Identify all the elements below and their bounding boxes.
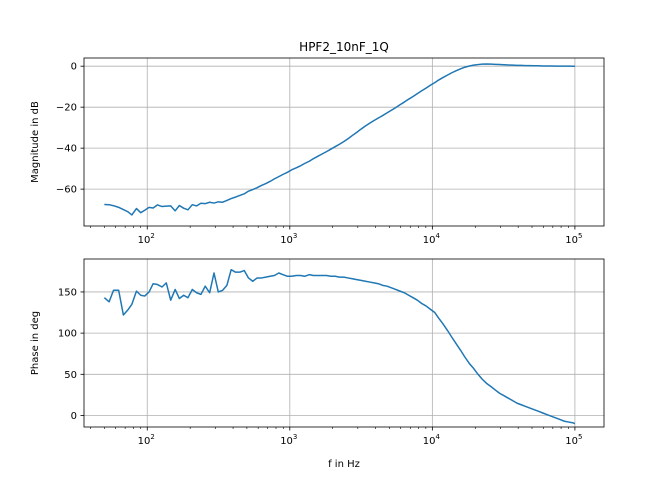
magnitude-grid xyxy=(84,58,604,226)
x-tick-label-exponent: 4 xyxy=(435,232,440,240)
magnitude-y-axis-label: Magnitude in dB xyxy=(30,101,41,183)
phase-y-ticks: 0 50 100 150 xyxy=(58,287,84,422)
x-tick-label-exponent: 4 xyxy=(435,433,440,441)
magnitude-line-group xyxy=(104,63,575,216)
phase-grid xyxy=(84,259,604,427)
phase-y-axis-label: Phase in deg xyxy=(30,311,41,375)
y-tick-label: 100 xyxy=(58,329,77,340)
x-tick-label: 102 xyxy=(138,232,155,246)
phase-axes-frame xyxy=(83,258,605,428)
magnitude-subplot: 102 103 104 105 0−20−40−60 HPF2_10nF_1Q Mag… xyxy=(30,40,605,246)
phase-x-ticks: 102 103 104 105 xyxy=(90,427,583,447)
x-tick-label: 102 xyxy=(138,433,155,447)
y-tick-label: 150 xyxy=(58,287,77,298)
x-tick-label-base: 10 xyxy=(280,235,293,246)
phase-line-group xyxy=(103,268,576,425)
x-tick-label-exponent: 3 xyxy=(293,433,297,441)
x-tick-label: 104 xyxy=(423,232,441,246)
x-tick-label-base: 10 xyxy=(565,235,578,246)
x-tick-label-base: 10 xyxy=(423,235,436,246)
x-tick-label: 103 xyxy=(280,232,297,246)
x-tick-label-base: 10 xyxy=(138,436,151,447)
y-tick-label: 0 xyxy=(71,411,77,422)
x-tick-label: 105 xyxy=(565,232,582,246)
x-tick-label-exponent: 5 xyxy=(578,433,582,441)
y-tick-label: −40 xyxy=(56,144,77,155)
x-tick-label: 103 xyxy=(280,433,297,447)
x-tick-label-exponent: 3 xyxy=(293,232,297,240)
x-tick-label-exponent: 2 xyxy=(150,232,154,240)
chart-title: HPF2_10nF_1Q xyxy=(299,40,389,54)
x-tick-label-exponent: 5 xyxy=(578,232,582,240)
magnitude-axes-frame xyxy=(83,57,605,227)
phase-x-axis-label: f in Hz xyxy=(328,459,360,470)
y-tick-label: 50 xyxy=(64,370,77,381)
x-tick-label-exponent: 2 xyxy=(150,433,154,441)
x-tick-label-base: 10 xyxy=(423,436,436,447)
series-line xyxy=(104,63,575,216)
x-tick-label-base: 10 xyxy=(280,436,293,447)
x-tick-label: 105 xyxy=(565,433,582,447)
magnitude-x-ticks: 102 103 104 105 xyxy=(90,226,583,246)
y-tick-label: −60 xyxy=(56,185,77,196)
y-tick-label: 0 xyxy=(71,62,77,73)
y-tick-label: −20 xyxy=(56,103,77,114)
x-tick-label-base: 10 xyxy=(138,235,151,246)
series-line xyxy=(103,268,576,425)
x-tick-label: 104 xyxy=(423,433,441,447)
magnitude-y-ticks: 0 −20 −40 −60 xyxy=(56,62,84,196)
x-tick-label-base: 10 xyxy=(565,436,578,447)
